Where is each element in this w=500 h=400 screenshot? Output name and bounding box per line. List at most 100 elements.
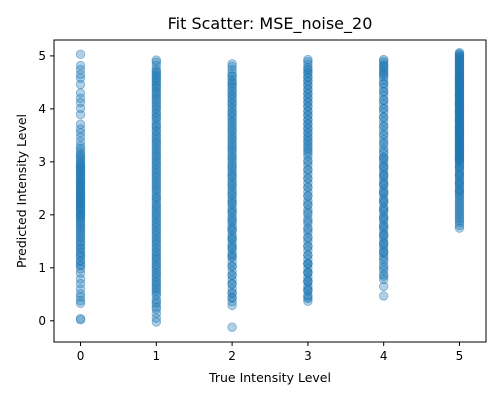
scatter-point [227,89,237,99]
scatter-point [378,197,389,207]
y-tick-label: 0 [38,314,46,328]
scatter-point [75,161,86,171]
scatter-point [378,239,389,250]
scatter-point [303,93,313,103]
scatter-point [303,85,313,95]
scatter-point [75,177,86,187]
scatter-point [227,61,237,72]
scatter-point [75,279,86,289]
scatter-point [151,55,162,65]
scatter-point [378,180,389,190]
scatter-point [151,208,162,218]
scatter-point [303,267,313,277]
scatter-point [151,217,162,227]
scatter-point [227,146,237,156]
scatter-point [151,284,162,294]
scatter-point [151,157,162,167]
scatter-point [75,284,86,294]
scatter-point [75,165,86,175]
scatter-point [378,291,389,301]
scatter-point [378,121,389,131]
scatter-point [378,171,389,182]
scatter-point [75,220,86,230]
scatter-point [227,205,237,215]
scatter-point [378,146,389,156]
scatter-point [303,174,313,184]
scatter-point [75,292,86,302]
scatter-point [378,112,389,123]
scatter-point [378,78,389,89]
scatter-point [378,104,389,114]
scatter-point [378,252,389,262]
scatter-point [75,141,86,151]
scatter-point [227,173,237,183]
y-tick-label: 4 [38,102,46,116]
x-tick-label: 5 [456,349,464,363]
scatter-point [303,68,313,78]
scatter-point [227,300,237,311]
scatter-point [151,317,162,327]
scatter-point [151,267,162,278]
scatter-point [227,261,237,271]
scatter-point [151,191,162,202]
scatter-point [378,231,389,241]
scatter-point [227,235,237,245]
scatter-point [227,293,237,303]
scatter-point [303,241,313,252]
scatter-point [378,72,389,82]
scatter-point [227,252,237,262]
scatter-point [378,125,389,136]
scatter-point [303,76,313,87]
scatter-point [378,205,389,216]
scatter-point [227,288,237,298]
scatter-point [151,113,162,123]
scatter-point [227,250,237,260]
scatter-point [151,299,162,309]
scatter-point [75,210,86,221]
scatter-point [151,174,162,184]
scatter-point [151,148,162,159]
scatter-point [151,233,162,244]
scatter-point [303,54,313,65]
scatter-point [227,142,237,153]
scatter-point [303,165,313,176]
scatter-point [75,261,86,271]
scatter-point [75,274,86,284]
x-axis-ticks: 0 1 2 3 4 5 [77,342,464,363]
scatter-point [378,163,389,173]
scatter-point [303,275,313,286]
scatter-point [303,236,313,247]
scatter-point [227,98,237,108]
scatter-point [151,165,162,176]
scatter-point [227,322,237,332]
scatter-point [303,199,313,209]
scatter-point [227,187,237,197]
scatter-point [151,160,162,171]
scatter-point [75,236,86,247]
scatter-point [151,259,162,269]
scatter-point [227,297,237,307]
scatter-point [378,107,389,118]
scatter-point [75,289,86,299]
scatter-point [303,146,313,156]
scatter-point [303,293,313,304]
scatter-point [303,218,313,229]
scatter-point [303,245,313,256]
scatter-point [75,103,86,114]
scatter-point [303,64,313,74]
scatter-point [303,127,313,137]
scatter-point [303,208,313,218]
scatter-point [151,80,162,91]
scatter-point [151,237,162,248]
scatter-point [303,250,313,260]
scatter-point [151,88,162,98]
x-tick-label: 0 [77,349,85,363]
scatter-point [75,49,86,60]
scatter-point [75,110,86,120]
x-axis-label: True Intensity Level [208,370,331,385]
x-tick-label: 1 [152,349,160,363]
scatter-point [378,188,389,199]
scatter-point [378,155,389,165]
scatter-point [303,110,313,120]
